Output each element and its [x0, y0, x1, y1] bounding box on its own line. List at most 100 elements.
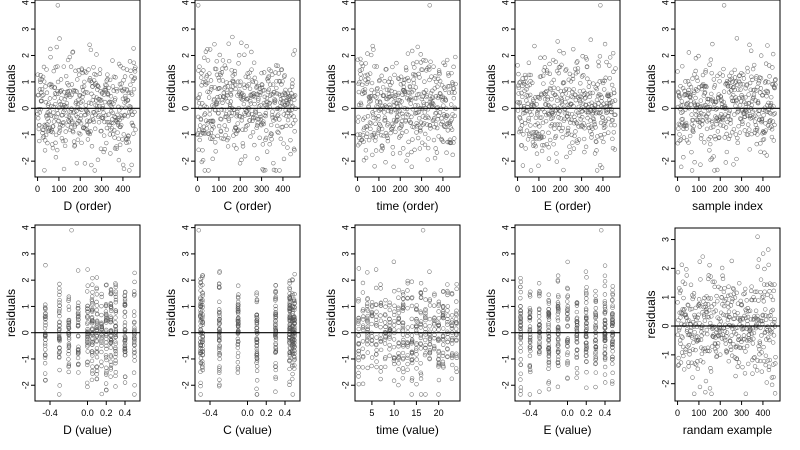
data-point — [55, 3, 61, 8]
data-point — [421, 58, 426, 63]
data-point — [236, 308, 241, 314]
data-point — [758, 277, 764, 282]
data-point — [593, 125, 598, 130]
data-point — [254, 368, 260, 373]
data-point — [610, 354, 615, 359]
data-point — [98, 97, 104, 103]
data-point — [254, 125, 259, 131]
data-point — [200, 337, 205, 342]
data-point — [57, 383, 62, 388]
data-point — [75, 306, 81, 311]
data-point — [707, 262, 712, 268]
data-point — [89, 327, 95, 332]
data-point — [425, 114, 430, 119]
data-point — [263, 168, 268, 173]
data-point — [369, 334, 375, 339]
data-point — [426, 64, 432, 70]
y-axis-title: residuals — [484, 289, 498, 337]
data-point — [602, 132, 607, 137]
data-point — [436, 377, 442, 383]
data-point — [454, 299, 459, 304]
data-point — [608, 55, 613, 60]
data-point — [400, 114, 405, 119]
data-point — [57, 297, 62, 303]
data-point — [766, 63, 772, 68]
data-point — [770, 297, 776, 303]
data-point — [417, 116, 422, 121]
data-point — [445, 308, 450, 313]
data-point — [404, 67, 409, 73]
data-point — [287, 314, 293, 319]
data-point — [770, 326, 775, 331]
data-point — [235, 366, 241, 372]
data-point — [520, 163, 526, 168]
y-axis-title: residuals — [484, 64, 498, 112]
data-point — [564, 67, 569, 72]
data-point — [539, 148, 545, 154]
data-point — [426, 145, 431, 151]
data-point — [253, 110, 258, 115]
data-point — [721, 66, 726, 72]
data-point — [742, 114, 748, 119]
data-point — [250, 94, 255, 99]
data-point — [677, 95, 683, 100]
data-point — [283, 87, 288, 93]
data-point — [287, 87, 293, 93]
data-point — [290, 323, 295, 329]
data-point — [103, 112, 109, 118]
data-point — [557, 48, 562, 54]
data-point — [697, 124, 702, 129]
data-point — [758, 141, 763, 146]
data-point — [523, 79, 528, 85]
data-point — [255, 156, 260, 161]
data-point — [555, 98, 560, 103]
data-point — [374, 64, 379, 69]
data-point — [612, 122, 617, 128]
data-point — [57, 349, 62, 354]
y-tick-label: 1 — [180, 79, 190, 84]
data-point — [761, 113, 766, 118]
data-point — [66, 341, 72, 346]
data-point — [90, 320, 95, 325]
data-point — [439, 121, 444, 127]
data-point — [119, 87, 125, 93]
x-axis: 0 100 200 300 400 — [35, 177, 130, 194]
data-point — [245, 123, 250, 128]
y-tick-label: 0 — [340, 106, 350, 111]
data-point — [421, 121, 427, 126]
data-point — [90, 309, 95, 314]
data-point — [752, 364, 758, 369]
data-point — [115, 120, 121, 125]
data-point — [376, 126, 382, 131]
data-point — [757, 358, 763, 364]
data-point — [57, 320, 62, 325]
data-point — [452, 90, 457, 95]
data-point — [420, 140, 425, 145]
data-point — [745, 65, 750, 71]
data-point — [94, 325, 99, 331]
data-point — [229, 113, 234, 119]
data-point — [122, 113, 127, 118]
data-point — [582, 126, 587, 131]
data-point — [432, 327, 437, 332]
data-point — [574, 60, 579, 65]
data-point — [77, 72, 82, 77]
data-point — [527, 131, 532, 137]
data-point — [760, 251, 766, 256]
data-point — [594, 86, 599, 92]
data-point — [266, 74, 271, 79]
data-point — [414, 366, 419, 371]
data-point — [196, 68, 201, 73]
data-point — [742, 371, 748, 376]
data-point — [250, 129, 256, 135]
data-point — [548, 116, 554, 121]
data-point — [113, 96, 118, 101]
data-point — [197, 123, 203, 128]
data-point — [525, 101, 530, 106]
data-point — [582, 96, 587, 101]
data-point — [365, 79, 370, 85]
data-point — [56, 118, 61, 123]
data-point — [108, 314, 113, 319]
data-point — [89, 349, 95, 354]
data-point — [581, 136, 587, 142]
